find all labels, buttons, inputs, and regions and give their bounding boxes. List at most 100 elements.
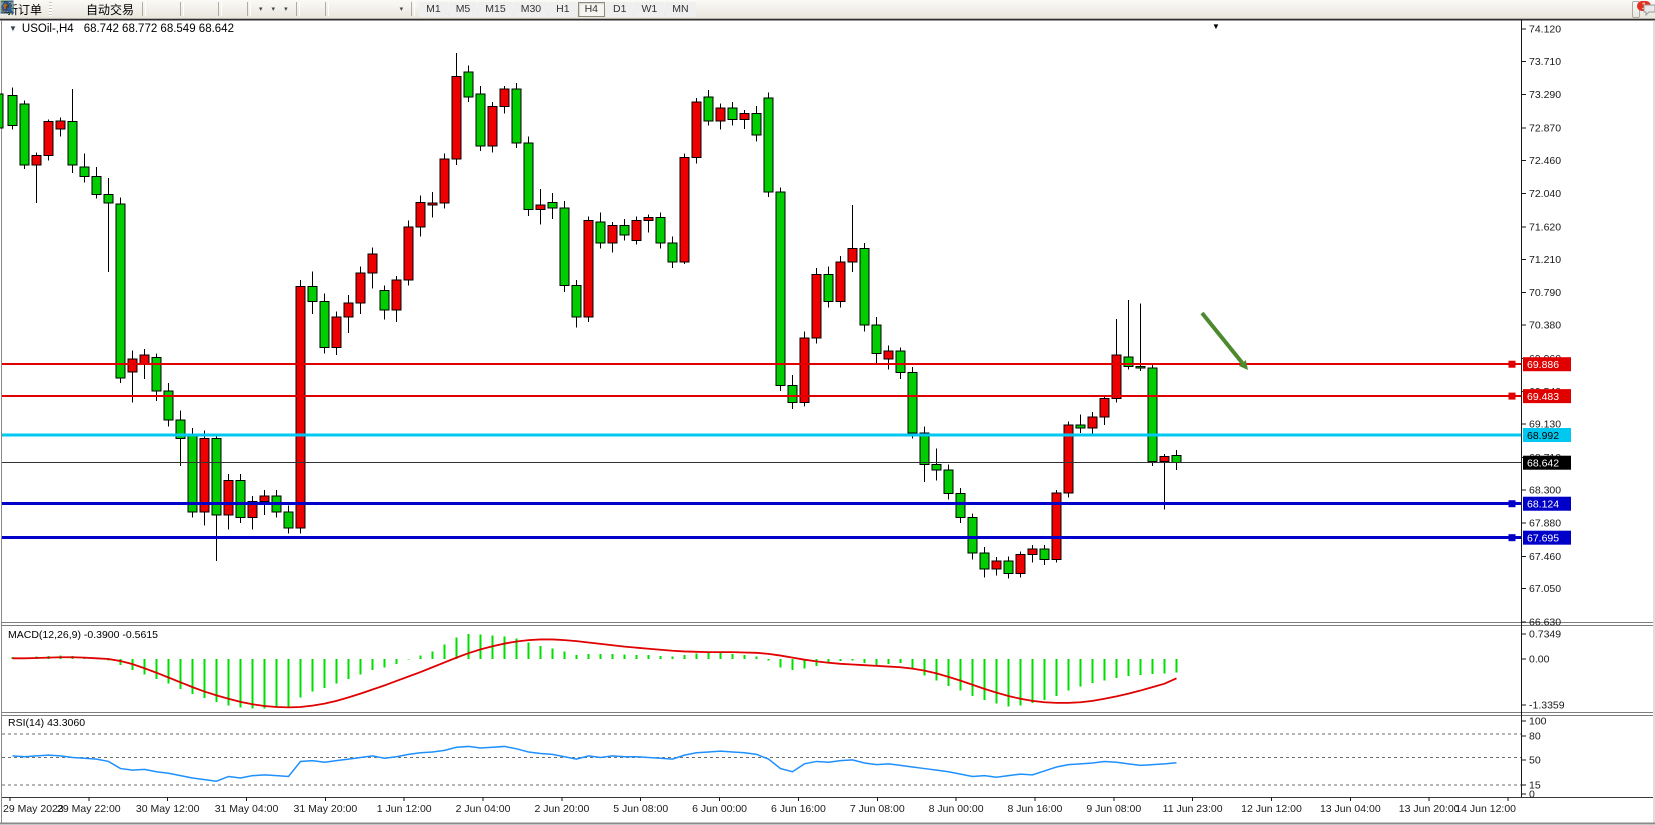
new-order-button[interactable]: 新订单 xyxy=(2,1,46,18)
cursor-button[interactable] xyxy=(4,1,312,18)
zoom-in-button[interactable] xyxy=(1,1,196,18)
chat-bubble-icon xyxy=(1643,4,1655,16)
price-axis-label: 72.870 xyxy=(1529,122,1561,134)
timeframe-d1-button[interactable]: D1 xyxy=(606,1,634,17)
candle-body xyxy=(151,357,162,392)
chart-shift-marker-icon[interactable]: ▼ xyxy=(1212,22,1220,31)
timeframe-m30-button[interactable]: M30 xyxy=(513,1,549,17)
bar-chart-button[interactable] xyxy=(2,1,158,18)
autotrading-button[interactable]: 自动交易 xyxy=(0,1,138,18)
candle-body xyxy=(1075,424,1086,429)
price-axis-label: 70.380 xyxy=(1529,320,1561,332)
toolbar-separator xyxy=(295,2,300,16)
candle-body xyxy=(259,495,270,503)
crosshair-button[interactable] xyxy=(1,1,321,18)
candle-body xyxy=(343,302,354,318)
chart-window-title[interactable]: ▼ USOil-,H4 68.742 68.772 68.549 68.642 xyxy=(9,23,234,35)
candle-body xyxy=(919,432,930,465)
candle-body xyxy=(859,247,870,326)
add-indicator-button[interactable]: ▾ xyxy=(0,1,267,18)
trendline-button[interactable] xyxy=(1,1,359,18)
timeframe-h4-button[interactable]: H4 xyxy=(577,1,606,17)
dropdown-caret-icon: ▾ xyxy=(399,5,404,13)
candle-body xyxy=(835,261,846,302)
periods-button[interactable]: ▾ xyxy=(0,0,280,18)
candle-body xyxy=(1027,548,1038,556)
chart-shift-button[interactable] xyxy=(1,1,243,18)
candle-body xyxy=(931,463,942,471)
time-axis-label: 8 Jun 00:00 xyxy=(929,803,984,815)
equidistant-channel-button[interactable]: E xyxy=(0,1,368,18)
signals-button[interactable] xyxy=(0,0,81,18)
candle-body xyxy=(163,390,174,421)
tile-windows-button[interactable] xyxy=(0,0,214,18)
candle-body xyxy=(7,95,18,127)
time-axis-label: 8 Jun 16:00 xyxy=(1008,803,1063,815)
candle-body xyxy=(751,113,762,136)
candle-body xyxy=(547,201,558,209)
time-axis-label: 1 Jun 12:00 xyxy=(377,803,432,815)
fibonacci-button[interactable]: F xyxy=(1,1,377,18)
candle-body xyxy=(535,204,546,211)
text-button[interactable]: A xyxy=(2,1,386,18)
rsi-axis-label: 100 xyxy=(1529,716,1547,728)
profile-button[interactable] xyxy=(0,1,72,18)
candle-body xyxy=(1003,560,1014,575)
candle-body xyxy=(1135,365,1146,369)
time-axis-label: 13 Jun 04:00 xyxy=(1320,803,1381,815)
notifications-button[interactable]: 1 xyxy=(1637,0,1655,18)
price-badge xyxy=(1523,357,1571,372)
candle-body xyxy=(847,247,858,263)
price-line-handle xyxy=(1508,360,1516,368)
timeframe-m5-button[interactable]: M5 xyxy=(448,1,478,17)
candle-body xyxy=(1087,416,1098,429)
templates-button[interactable]: ▾ xyxy=(0,1,292,18)
trend-arrow[interactable] xyxy=(1200,311,1248,370)
line-chart-button[interactable] xyxy=(0,1,176,18)
candlestick-chart-button[interactable] xyxy=(1,1,167,18)
price-axis-label: 67.880 xyxy=(1529,518,1561,530)
candle-body xyxy=(115,203,126,379)
rsi-axis-label: 80 xyxy=(1529,731,1541,743)
candle-body xyxy=(1123,356,1134,367)
candle-body xyxy=(883,350,894,360)
timeframe-mn-button[interactable]: MN xyxy=(665,1,696,17)
symbols-button[interactable] xyxy=(0,0,63,18)
timeframe-h1-button[interactable]: H1 xyxy=(549,1,577,17)
candle-body xyxy=(511,88,522,144)
time-axis-label: 9 Jun 08:00 xyxy=(1086,803,1141,815)
dropdown-caret-icon: ▾ xyxy=(284,5,288,13)
timeframe-m15-button[interactable]: M15 xyxy=(478,1,513,17)
chart-forward-button[interactable] xyxy=(1,1,234,18)
arrows-button[interactable]: ▾ xyxy=(2,1,408,18)
candle-body xyxy=(475,93,486,147)
text-label-icon: T xyxy=(1,2,13,13)
timeframe-w1-button[interactable]: W1 xyxy=(634,1,665,17)
timeframe-m1-button[interactable]: M1 xyxy=(419,1,448,17)
candle-body xyxy=(871,324,882,355)
toolbar-separator xyxy=(247,2,252,16)
dropdown-caret-icon: ▾ xyxy=(271,5,276,13)
macd-indicator-label: MACD(12,26,9) -0.3900 -0.5615 xyxy=(8,629,158,641)
horizontal-line-button[interactable] xyxy=(1,1,350,18)
time-axis-label: 31 May 20:00 xyxy=(294,803,358,815)
candle-body xyxy=(319,300,330,348)
candle-body xyxy=(367,253,378,274)
candle-body xyxy=(487,106,498,147)
price-axis-label: 74.120 xyxy=(1529,24,1561,36)
candle-body xyxy=(211,437,222,516)
price-badge xyxy=(1523,427,1571,442)
zoom-out-button[interactable] xyxy=(1,1,205,18)
dropdown-caret-icon: ▾ xyxy=(259,5,263,13)
chart-symbol-period: USOil-,H4 xyxy=(21,23,74,35)
autotrading-label: 自动交易 xyxy=(86,2,135,17)
text-label-button[interactable]: T xyxy=(1,1,395,18)
vertical-line-button[interactable] xyxy=(5,1,341,18)
candle-body xyxy=(943,469,954,495)
price-axis-label: 72.460 xyxy=(1529,155,1561,167)
price-line-handle xyxy=(1508,500,1516,508)
candle-body xyxy=(1111,354,1122,400)
price-axis-label: 69.130 xyxy=(1529,419,1561,431)
